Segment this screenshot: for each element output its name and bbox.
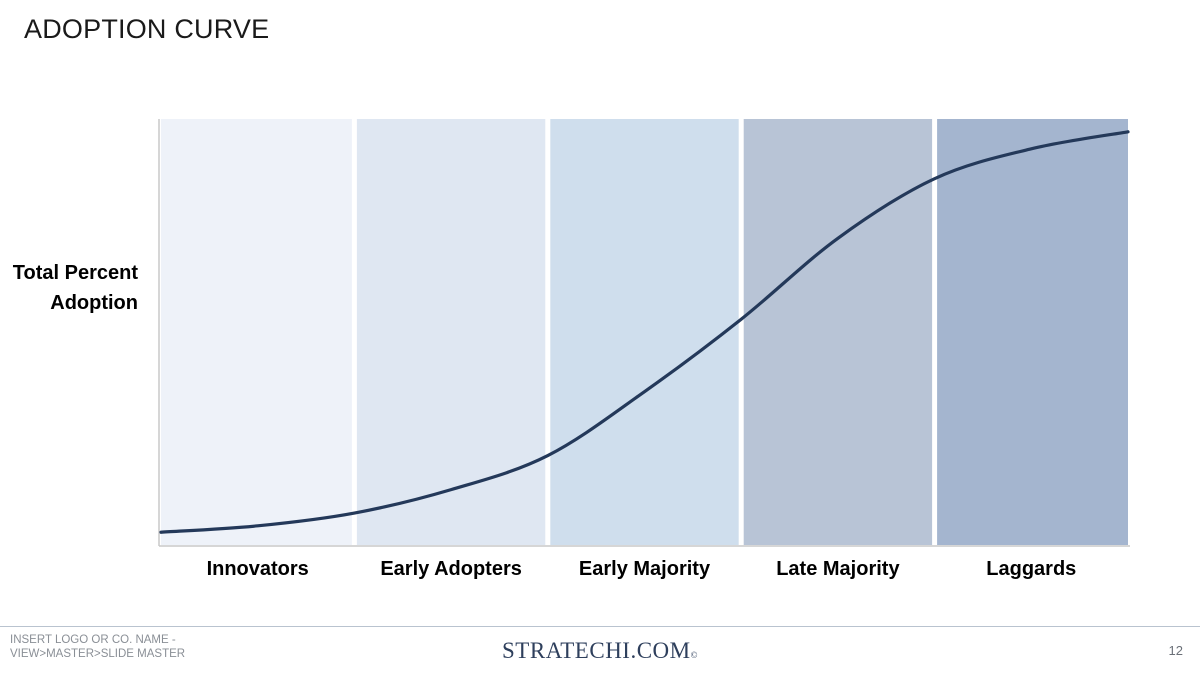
band-late-majority — [743, 119, 933, 545]
band-innovators — [161, 119, 352, 545]
adoption-chart: Innovators Early Adopters Early Majority La… — [158, 119, 1130, 580]
brand-copyright-mark: © — [690, 650, 698, 660]
x-tick-label: Late Majority — [776, 558, 900, 580]
band-early-adopters — [356, 119, 546, 545]
slide-title: ADOPTION CURVE — [24, 14, 270, 44]
footer-divider — [0, 626, 1200, 627]
band-early-majority — [550, 119, 739, 545]
brand-name: STRATECHI.COM — [502, 638, 691, 663]
footer-logo-placeholder: INSERT LOGO OR CO. NAME - VIEW>MASTER>SL… — [10, 634, 186, 660]
x-tick-label: Laggards — [986, 558, 1076, 580]
band-laggards — [937, 119, 1128, 545]
x-tick-label: Early Adopters — [380, 558, 522, 580]
page-number: 12 — [1168, 643, 1183, 658]
footer-brand: STRATECHI.COM© — [0, 638, 1200, 664]
y-axis-label: Total Percent Adoption — [12, 262, 138, 314]
category-labels: Innovators Early Adopters Early Majority La… — [207, 558, 1077, 580]
x-tick-label: Early Majority — [579, 558, 711, 580]
adoption-curve-line — [159, 130, 1130, 534]
category-bands — [161, 119, 1128, 545]
x-tick-label: Innovators — [207, 558, 309, 580]
